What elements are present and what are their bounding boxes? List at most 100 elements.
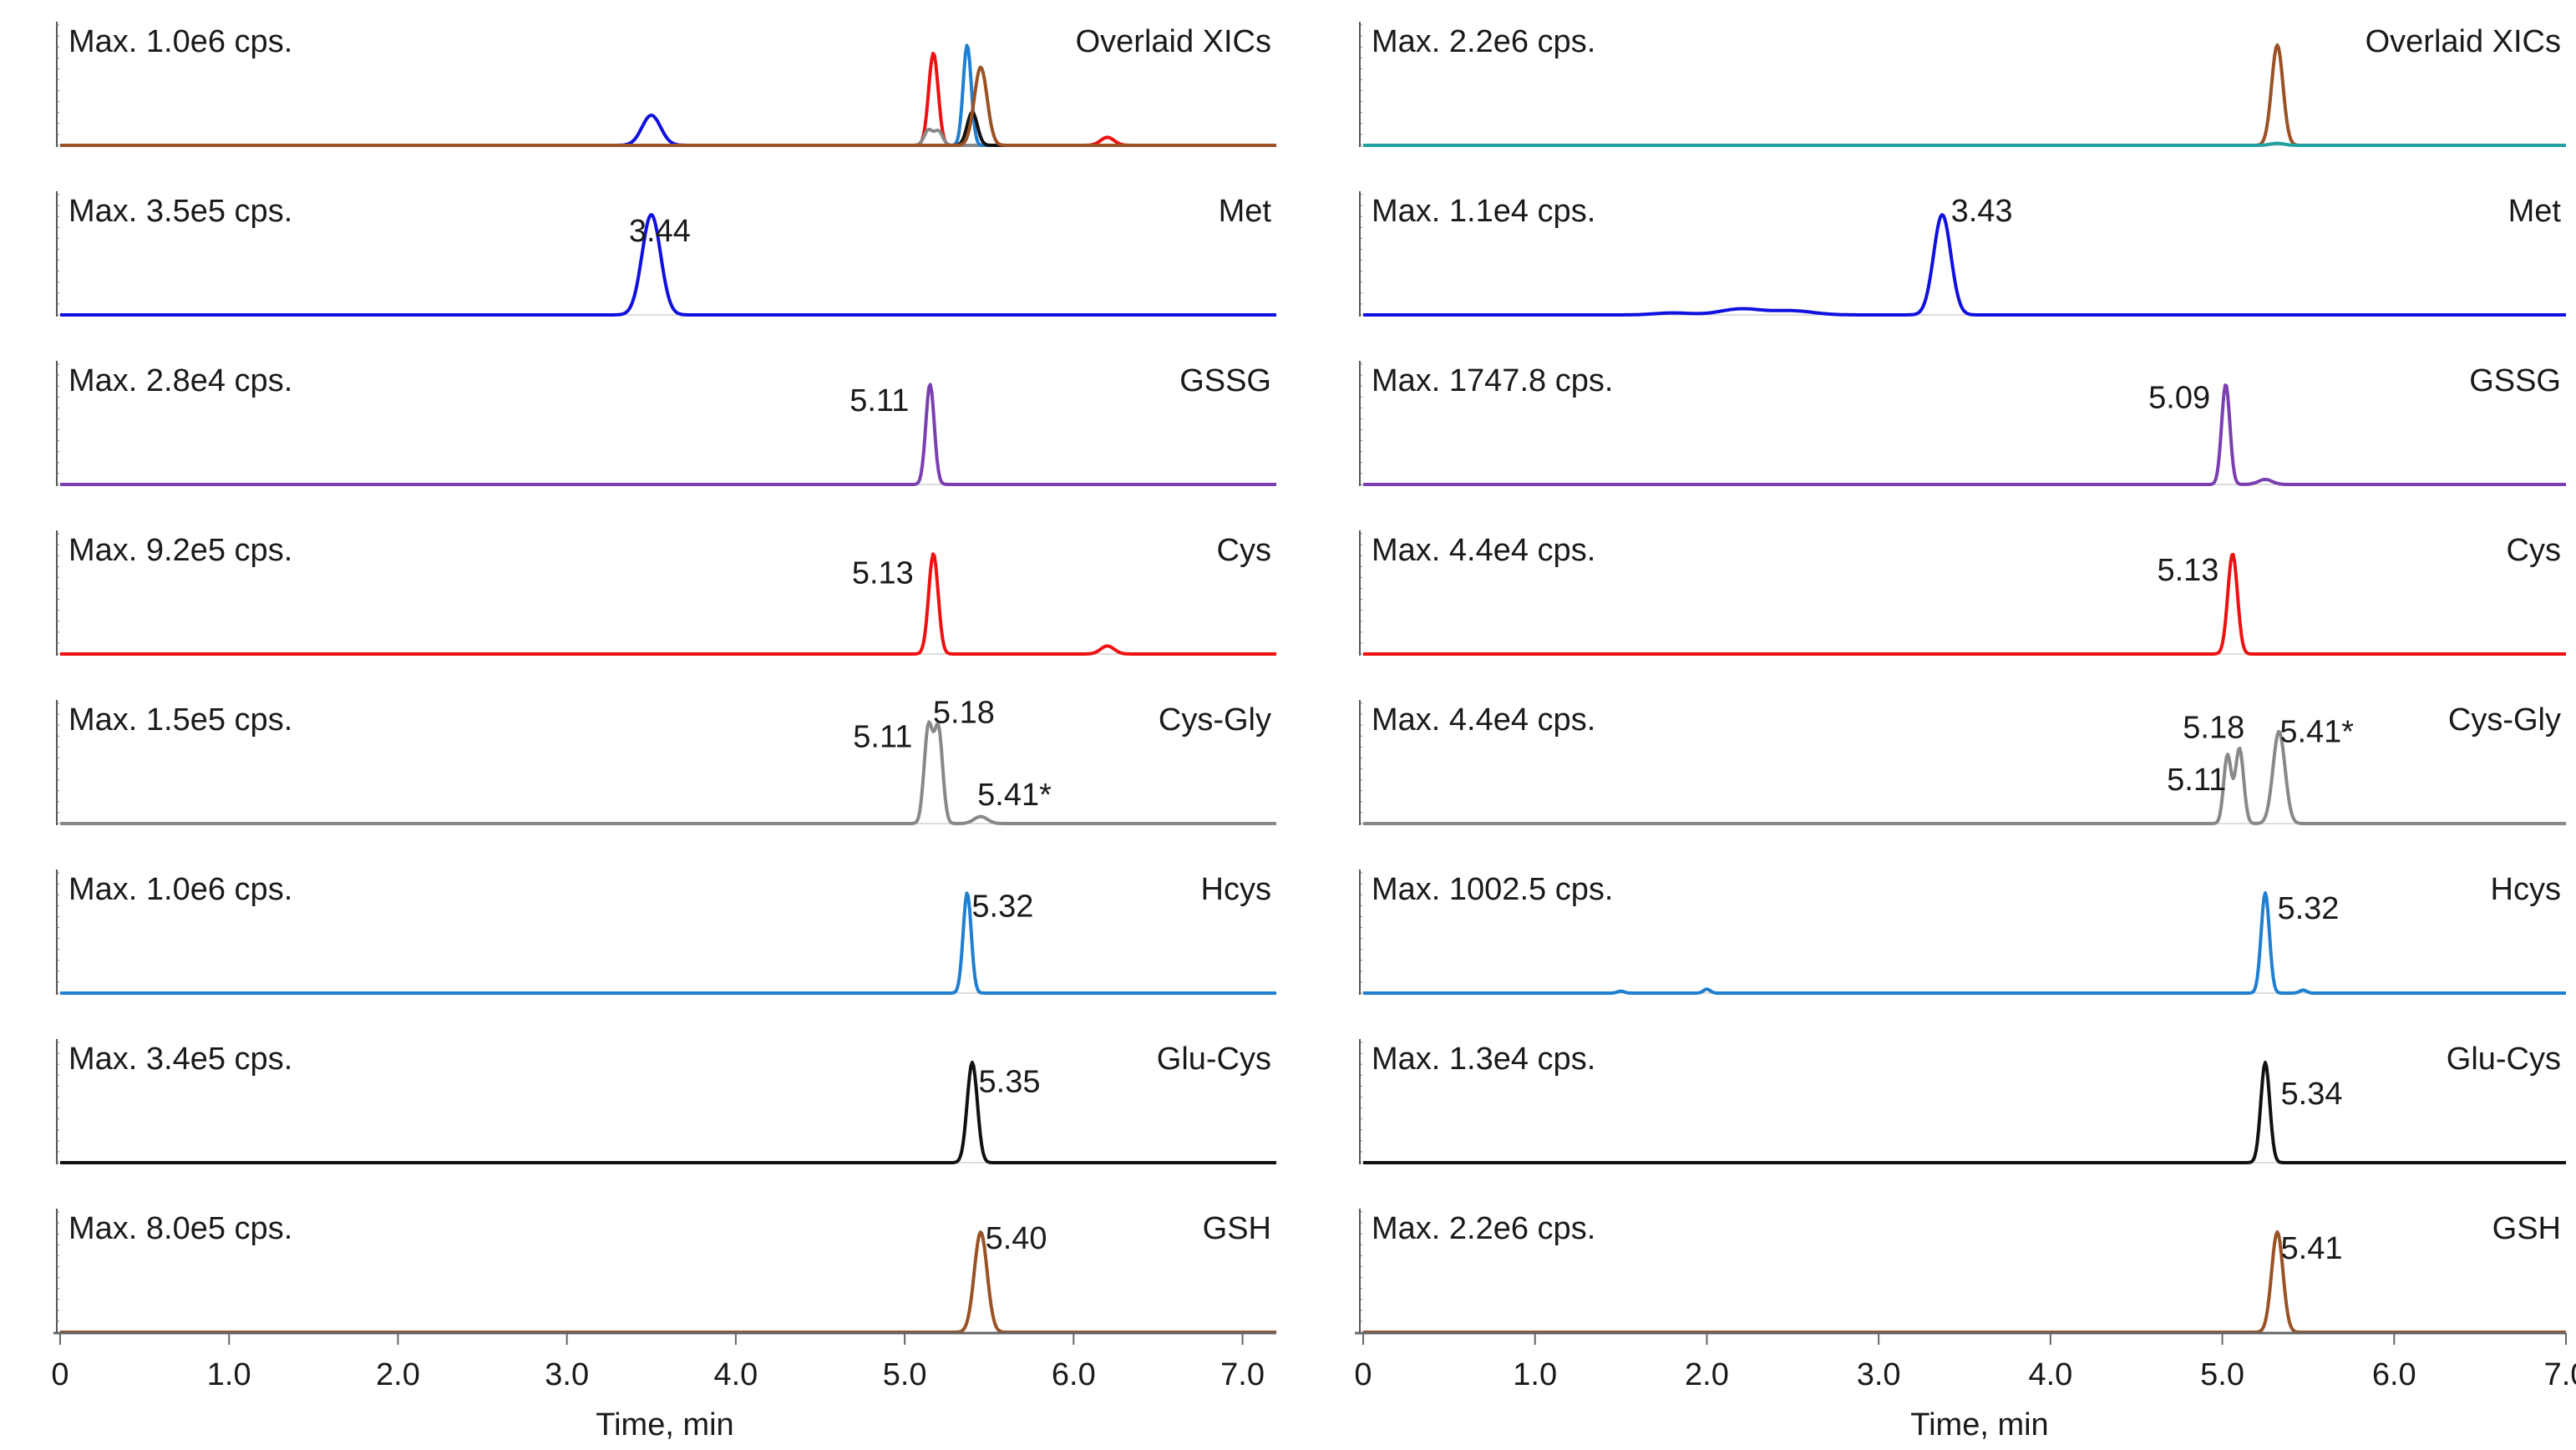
panel-analyte-name: Cys-Gly xyxy=(2448,702,2561,738)
trace-cys xyxy=(59,552,1277,656)
panel-analyte-name: Hcys xyxy=(1201,872,1271,907)
trace-hcys xyxy=(1362,891,2567,995)
x-tick-label: 4.0 xyxy=(2028,1357,2072,1392)
x-tick-label: 0 xyxy=(51,1357,68,1392)
peak-retention-label: 5.40 xyxy=(986,1221,1047,1256)
x-tick-label: 1.0 xyxy=(1513,1357,1557,1392)
peak-retention-label: 5.11 xyxy=(2167,763,2226,798)
panel-max-label: Max. 1.5e5 cps. xyxy=(68,702,292,738)
panel-max-label: Max. 1002.5 cps. xyxy=(1372,872,1613,907)
peak-retention-label: 5.32 xyxy=(971,889,1033,924)
peak-retention-label: 5.18 xyxy=(933,696,995,731)
trace-glu-cys xyxy=(1362,1061,2567,1164)
panel-max-label: Max. 4.4e4 cps. xyxy=(1372,702,1595,738)
trace-cys-gly xyxy=(59,720,1277,825)
panel-analyte-name: Overlaid XICs xyxy=(1076,24,1271,59)
panel-max-label: Max. 9.2e5 cps. xyxy=(68,533,292,568)
right-panel-hcys: Max. 1002.5 cps. Hcys 5.32 xyxy=(1359,869,2567,995)
right-x-axis-label: Time, min xyxy=(1910,1407,2048,1442)
panel-max-label: Max. 3.4e5 cps. xyxy=(68,1042,292,1077)
left-x-ticks: 0 1.0 2.0 3.0 4.0 5.0 6.0 7.0 xyxy=(51,1333,1265,1392)
left-panel-overlaid-xics: Max. 1.0e6 cps. Overlaid XICs xyxy=(56,22,1277,147)
panel-max-label: Max. 1.1e4 cps. xyxy=(1372,194,1595,229)
x-tick-label: 6.0 xyxy=(1052,1357,1096,1392)
panel-max-label: Max. 1.0e6 cps. xyxy=(68,24,292,59)
panel-analyte-name: Cys xyxy=(1217,533,1271,568)
peak-retention-label: 5.34 xyxy=(2281,1077,2343,1112)
panel-analyte-name: Hcys xyxy=(2491,872,2561,907)
trace-gssg xyxy=(59,383,1277,486)
x-tick-label: 4.0 xyxy=(713,1357,758,1392)
trace-hcys xyxy=(59,891,1277,995)
peak-retention-label: 3.43 xyxy=(1951,194,2013,229)
x-tick-label: 1.0 xyxy=(207,1357,251,1392)
peak-retention-label: 5.13 xyxy=(852,556,914,591)
left-panel-cys: Max. 9.2e5 cps. Cys 5.13 xyxy=(56,530,1277,656)
panel-max-label: Max. 2.8e4 cps. xyxy=(68,363,292,398)
x-tick-label: 0 xyxy=(1354,1357,1372,1392)
x-tick-label: 3.0 xyxy=(545,1357,589,1392)
panel-analyte-name: GSSG xyxy=(1179,363,1271,398)
right-panel-cys: Max. 4.4e4 cps. Cys 5.13 xyxy=(1359,530,2567,656)
panel-max-label: Max. 1.3e4 cps. xyxy=(1372,1042,1595,1077)
panel-max-label: Max. 4.4e4 cps. xyxy=(1372,533,1595,568)
left-panel-glu-cys: Max. 3.4e5 cps. Glu-Cys 5.35 xyxy=(56,1039,1277,1164)
panel-max-label: Max. 1.0e6 cps. xyxy=(68,872,292,907)
panel-max-label: Max. 8.0e5 cps. xyxy=(68,1211,292,1246)
panel-analyte-name: Cys xyxy=(2507,533,2561,568)
trace-cys-gly xyxy=(1362,729,2567,825)
panel-analyte-name: Glu-Cys xyxy=(1157,1042,1271,1077)
peak-retention-label: 5.13 xyxy=(2157,553,2219,588)
trace-cys xyxy=(1362,552,2567,656)
x-tick-label: 5.0 xyxy=(2200,1357,2244,1392)
x-tick-label: 7.0 xyxy=(2544,1357,2576,1392)
x-tick-label: 7.0 xyxy=(1220,1357,1265,1392)
peak-retention-label: 5.09 xyxy=(2148,380,2210,415)
left-chromatogram-stack: Max. 1.0e6 cps. Overlaid XICs Max. 3.5e5 c… xyxy=(51,22,1277,1442)
peak-retention-label: 5.41 xyxy=(2281,1231,2343,1266)
left-panel-cys-gly: Max. 1.5e5 cps. Cys-Gly 5.11 5.18 5.41* xyxy=(56,696,1277,825)
panel-max-label: Max. 2.2e6 cps. xyxy=(1372,24,1595,59)
x-tick-label: 5.0 xyxy=(883,1357,927,1392)
panel-max-label: Max. 1747.8 cps. xyxy=(1372,363,1613,398)
panel-analyte-name: Overlaid XICs xyxy=(2366,24,2561,59)
overlay-trace-1 xyxy=(1362,141,2567,147)
right-x-ticks: 0 1.0 2.0 3.0 4.0 5.0 6.0 7.0 xyxy=(1354,1333,2576,1392)
left-x-axis-label: Time, min xyxy=(596,1407,733,1442)
panel-analyte-name: Cys-Gly xyxy=(1159,702,1271,738)
peak-retention-label: 5.18 xyxy=(2183,711,2244,746)
panel-analyte-name: GSH xyxy=(1203,1211,1271,1246)
right-panel-overlaid-xics: Max. 2.2e6 cps. Overlaid XICs xyxy=(1359,22,2567,147)
x-tick-label: 2.0 xyxy=(376,1357,420,1392)
panel-analyte-name: Met xyxy=(2508,194,2562,229)
x-tick-label: 6.0 xyxy=(2372,1357,2416,1392)
panel-max-label: Max. 3.5e5 cps. xyxy=(68,194,292,229)
trace-met xyxy=(1362,213,2567,317)
right-panel-gssg: Max. 1747.8 cps. GSSG 5.09 xyxy=(1359,361,2567,486)
x-tick-label: 3.0 xyxy=(1857,1357,1901,1392)
panel-max-label: Max. 2.2e6 cps. xyxy=(1372,1211,1595,1246)
trace-met xyxy=(59,213,1277,317)
trace-gssg xyxy=(1362,383,2567,486)
panel-analyte-name: GSH xyxy=(2492,1211,2561,1246)
right-panel-cys-gly: Max. 4.4e4 cps. Cys-Gly 5.11 5.18 5.41* xyxy=(1359,700,2567,825)
panel-analyte-name: Glu-Cys xyxy=(2447,1042,2561,1077)
left-panel-hcys: Max. 1.0e6 cps. Hcys 5.32 xyxy=(56,869,1277,995)
peak-retention-label: 5.11 xyxy=(849,383,909,418)
overlay-trace-6 xyxy=(59,65,1277,147)
right-panel-met: Max. 1.1e4 cps. Met 3.43 xyxy=(1359,191,2567,317)
peak-retention-label: 5.32 xyxy=(2277,891,2339,926)
peak-retention-label: 5.35 xyxy=(979,1065,1041,1100)
left-panel-gssg: Max. 2.8e4 cps. GSSG 5.11 xyxy=(56,361,1277,486)
trace-glu-cys xyxy=(59,1061,1277,1164)
peak-retention-label: 5.11 xyxy=(853,719,912,754)
left-panels: Max. 1.0e6 cps. Overlaid XICs Max. 3.5e5 c… xyxy=(56,22,1277,1334)
right-panel-glu-cys: Max. 1.3e4 cps. Glu-Cys 5.34 xyxy=(1359,1039,2567,1164)
panel-analyte-name: GSSG xyxy=(2469,363,2561,398)
left-panel-met: Max. 3.5e5 cps. Met 3.44 xyxy=(56,191,1277,317)
peak-retention-label: 5.41* xyxy=(2279,714,2354,749)
panel-analyte-name: Met xyxy=(1219,194,1272,229)
peak-retention-label: 5.41* xyxy=(977,778,1052,813)
peak-retention-label: 3.44 xyxy=(629,214,691,249)
